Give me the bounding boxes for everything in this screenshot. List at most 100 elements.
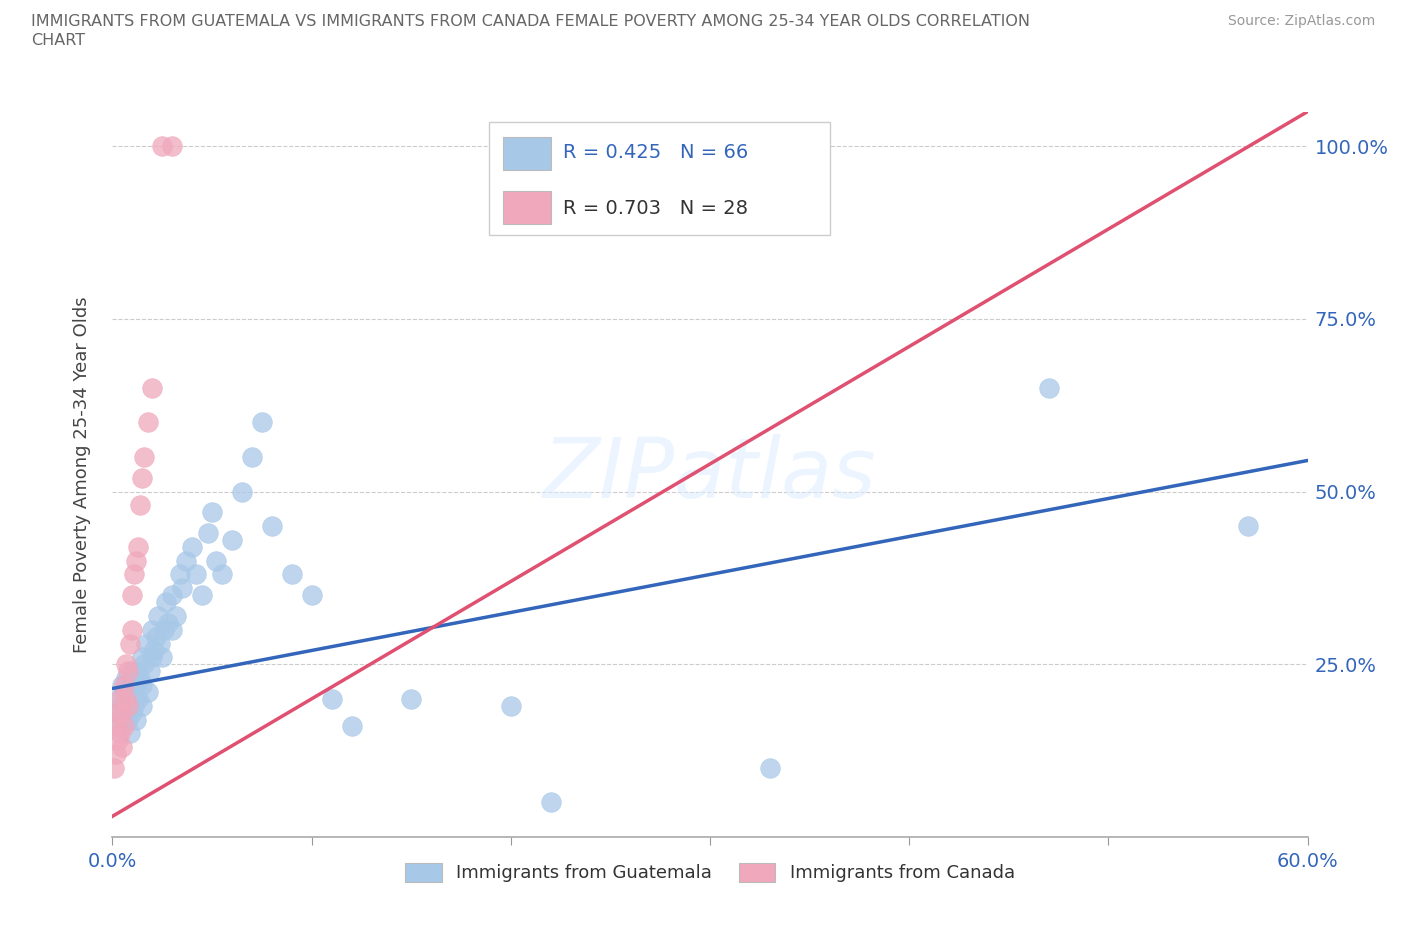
Legend: Immigrants from Guatemala, Immigrants from Canada: Immigrants from Guatemala, Immigrants fr… (398, 856, 1022, 890)
Point (162, 139, 183, 153)
Point (172, 581, 194, 596)
Point (131, 698, 153, 713)
Point (141, 622, 163, 637)
Point (201, 505, 224, 520)
Point (139, 664, 162, 679)
Point (1038, 380, 1060, 395)
Text: R = 0.425   N = 66: R = 0.425 N = 66 (562, 143, 748, 163)
Point (231, 485, 253, 499)
Point (134, 657, 156, 671)
Point (117, 664, 139, 679)
Point (110, 726, 132, 741)
Point (138, 684, 160, 699)
Point (110, 719, 132, 734)
Point (107, 705, 129, 720)
Point (103, 761, 125, 776)
Point (149, 636, 172, 651)
Point (111, 739, 134, 754)
Point (191, 588, 214, 603)
Point (135, 636, 157, 651)
Point (121, 588, 143, 603)
Point (540, 795, 562, 810)
Point (165, 608, 187, 623)
Point (169, 567, 191, 582)
Text: R = 0.703   N = 28: R = 0.703 N = 28 (562, 199, 748, 218)
Point (401, 691, 423, 706)
Point (131, 650, 153, 665)
Point (105, 747, 128, 762)
Point (155, 594, 177, 609)
Y-axis label: Female Poverty Among 25-34 Year Olds: Female Poverty Among 25-34 Year Olds (73, 296, 91, 653)
Point (111, 705, 134, 720)
Point (281, 567, 304, 582)
Point (114, 719, 135, 734)
Point (129, 671, 152, 685)
Point (120, 636, 142, 651)
Point (138, 415, 160, 430)
Point (150, 650, 173, 665)
Point (153, 622, 176, 637)
Text: Source: ZipAtlas.com: Source: ZipAtlas.com (1227, 14, 1375, 28)
Point (240, 449, 263, 464)
Point (145, 630, 167, 644)
Point (120, 678, 142, 693)
Point (162, 588, 183, 603)
Point (321, 691, 343, 706)
Point (107, 691, 129, 706)
Point (759, 761, 782, 776)
Point (340, 719, 363, 734)
Point (121, 622, 143, 637)
Point (174, 553, 197, 568)
Point (110, 691, 132, 706)
Point (148, 608, 170, 623)
Point (186, 567, 208, 582)
Point (121, 684, 143, 699)
Text: IMMIGRANTS FROM GUATEMALA VS IMMIGRANTS FROM CANADA FEMALE POVERTY AMONG 25-34 Y: IMMIGRANTS FROM GUATEMALA VS IMMIGRANTS … (31, 14, 1031, 29)
Point (111, 678, 134, 693)
Text: ZIPatlas: ZIPatlas (543, 433, 877, 515)
Point (211, 567, 233, 582)
Point (141, 650, 163, 665)
Text: CHART: CHART (31, 33, 84, 47)
Point (162, 622, 183, 637)
Point (120, 726, 142, 741)
Point (127, 664, 149, 679)
Point (117, 712, 139, 727)
Point (121, 705, 143, 720)
FancyBboxPatch shape (503, 192, 551, 224)
Point (129, 498, 152, 512)
Point (117, 698, 139, 713)
Point (301, 588, 323, 603)
Point (205, 553, 228, 568)
Point (150, 139, 173, 153)
Point (131, 678, 153, 693)
Point (260, 519, 283, 534)
FancyBboxPatch shape (503, 137, 551, 169)
Point (127, 691, 149, 706)
Point (124, 698, 146, 713)
Point (221, 533, 243, 548)
Point (125, 678, 148, 693)
Point (114, 684, 135, 699)
Point (107, 733, 129, 748)
Point (121, 664, 143, 679)
Point (115, 671, 138, 685)
Point (105, 705, 128, 720)
Point (114, 678, 135, 693)
Point (115, 657, 138, 671)
Point (111, 698, 134, 713)
Point (250, 415, 273, 430)
Point (143, 643, 166, 658)
Point (157, 616, 180, 631)
Point (499, 698, 522, 713)
Point (115, 705, 138, 720)
Point (134, 449, 156, 464)
Point (115, 691, 138, 706)
Point (125, 712, 148, 727)
Point (125, 553, 148, 568)
Point (131, 471, 153, 485)
Point (124, 567, 146, 582)
Point (105, 719, 128, 734)
Point (1237, 519, 1260, 534)
FancyBboxPatch shape (489, 123, 830, 235)
